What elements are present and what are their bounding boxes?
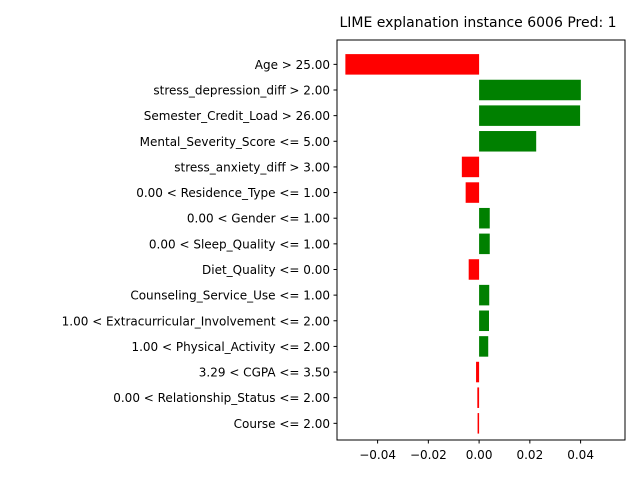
y-tick-label: stress_depression_diff > 2.00 [153, 84, 330, 98]
y-tick-label: Counseling_Service_Use <= 1.00 [130, 289, 330, 303]
chart-title: LIME explanation instance 6006 Pred: 1 [339, 15, 616, 31]
bars-group [345, 54, 581, 434]
y-tick-label: 0.00 < Residence_Type <= 1.00 [136, 186, 330, 200]
bar-age-25-00 [345, 54, 480, 75]
plot-frame [336, 39, 626, 441]
y-tick-label: stress_anxiety_diff > 3.00 [174, 160, 330, 174]
bar-course-2-00 [477, 413, 480, 434]
y-tick-label: 0.00 < Relationship_Status <= 2.00 [113, 391, 330, 405]
x-tick-labels: −0.04 −0.02 0.00 0.02 0.04 [359, 440, 594, 462]
y-tick-label: 1.00 < Extracurricular_Involvement <= 2.… [62, 314, 330, 328]
bar-stress-anxiety-diff-3-00 [461, 156, 480, 178]
y-tick-label: Mental_Severity_Score <= 5.00 [140, 135, 330, 149]
bar-mental-severity-score-5-00 [479, 131, 537, 152]
bar-1-00-extracurricular-involvement-2-00 [479, 310, 489, 332]
x-tick-label: 0.04 [567, 448, 594, 462]
x-tick-label: −0.04 [359, 448, 396, 462]
y-tick-label: Course <= 2.00 [234, 417, 330, 431]
bar-counseling-service-use-1-00 [479, 284, 490, 306]
bar-3-29-cgpa-3-50 [476, 361, 480, 383]
bar-0-00-sleep-quality-1-00 [479, 233, 490, 255]
x-tick-label: 0.02 [516, 448, 543, 462]
y-tick-label: 0.00 < Gender <= 1.00 [187, 212, 330, 226]
y-tick-labels: Age > 25.00 stress_depression_diff > 2.00… [62, 58, 337, 431]
x-tick-label: −0.02 [410, 448, 447, 462]
y-tick-label: 0.00 < Sleep_Quality <= 1.00 [149, 237, 330, 251]
y-tick-label: 3.29 < CGPA <= 3.50 [199, 366, 330, 380]
bar-semester-credit-load-26-00 [479, 105, 581, 126]
bar-0-00-residence-type-1-00 [465, 182, 480, 203]
y-tick-label: Diet_Quality <= 0.00 [202, 263, 330, 277]
bar-0-00-gender-1-00 [479, 207, 490, 229]
bar-0-00-relationship-status-2-00 [477, 387, 480, 408]
y-tick-label: Age > 25.00 [255, 58, 330, 72]
bar-stress-depression-diff-2-00 [479, 79, 581, 101]
y-tick-label: 1.00 < Physical_Activity <= 2.00 [131, 340, 330, 354]
bar-diet-quality-0-00 [468, 259, 480, 280]
x-tick-label: 0.00 [466, 448, 493, 462]
y-tick-label: Semester_Credit_Load > 26.00 [144, 109, 330, 123]
bar-1-00-physical-activity-2-00 [479, 336, 489, 357]
